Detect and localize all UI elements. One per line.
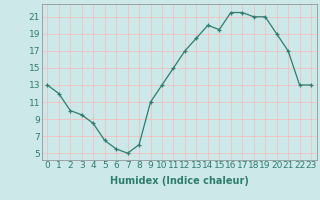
X-axis label: Humidex (Indice chaleur): Humidex (Indice chaleur) bbox=[110, 176, 249, 186]
